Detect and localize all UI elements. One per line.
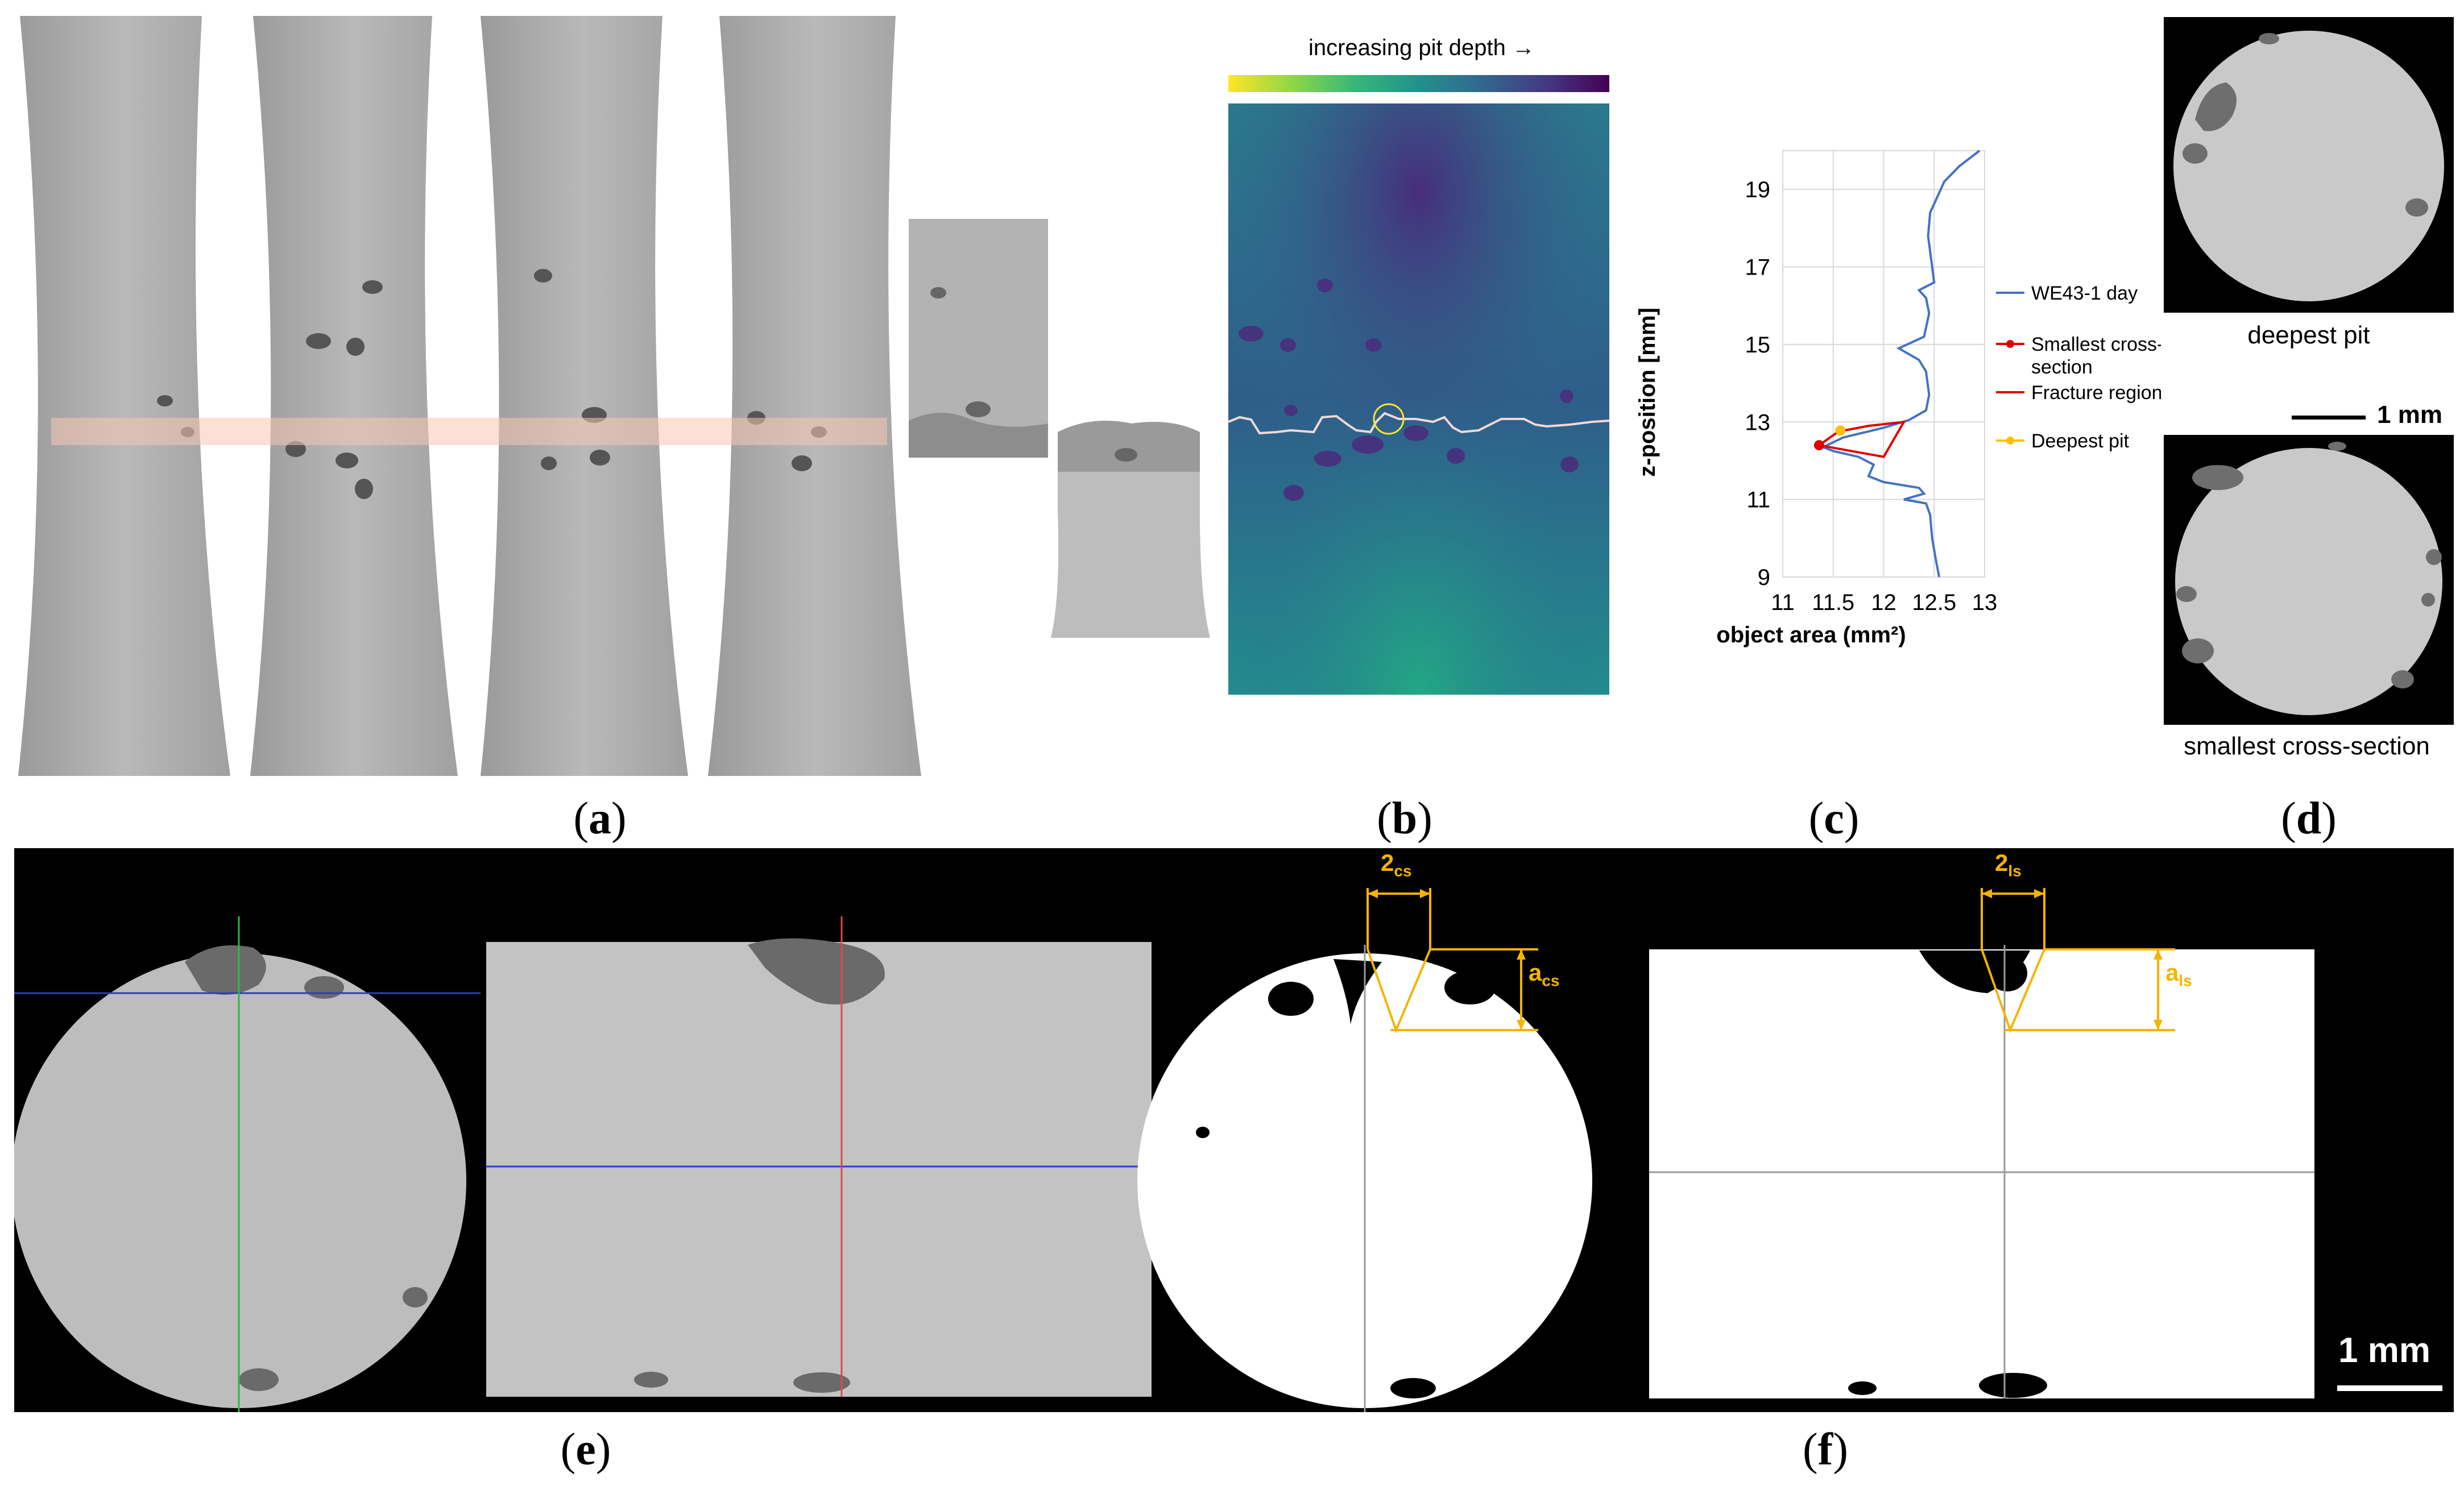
ls-depth-label: als bbox=[2165, 959, 2192, 990]
legend-label-3: Deepest pit bbox=[2031, 430, 2130, 452]
scale-label-f: 1 mm bbox=[2338, 1331, 2430, 1370]
scale-bar-f bbox=[2337, 1385, 2442, 1391]
panel-ef-graphics bbox=[11, 888, 2442, 1412]
specimen-pits bbox=[157, 269, 827, 499]
y-tick-label: 17 bbox=[1745, 255, 1771, 280]
caption-e: (e) bbox=[560, 1425, 611, 1475]
specimen-4 bbox=[708, 16, 921, 776]
caption-c: (c) bbox=[1808, 794, 1860, 844]
pit-spots bbox=[1239, 279, 1579, 501]
chart-grid bbox=[1782, 150, 1985, 578]
smallest-cross-section-image bbox=[2164, 435, 2454, 725]
y-tick-label: 15 bbox=[1745, 333, 1771, 358]
specimen-2 bbox=[250, 16, 458, 776]
specimen-1 bbox=[18, 16, 230, 776]
caption-f: (f) bbox=[1803, 1425, 1848, 1475]
panel-b: increasing pit depth → bbox=[1223, 0, 1621, 796]
series-point-3 bbox=[1835, 425, 1846, 436]
x-tick-label: 12.5 bbox=[1912, 590, 1956, 615]
fracture-band bbox=[51, 418, 887, 445]
scale-bar-d bbox=[2292, 416, 2366, 420]
legend-label-2: Fracture region bbox=[2031, 382, 2161, 404]
chart-x-ticks: 11 11.5 12 12.5 13 bbox=[1771, 590, 1997, 615]
cs-depth-label: acs bbox=[1529, 959, 1560, 990]
chart-x-label: object area (mm²) bbox=[1716, 622, 1906, 647]
pit-depth-map bbox=[1228, 103, 1609, 695]
fractured-upper-piece bbox=[909, 219, 1048, 458]
panel-d: deepest pit 1 mm smallest cross-section bbox=[2150, 0, 2464, 796]
fracture-line bbox=[1228, 412, 1609, 435]
ls-width-label: 2ls bbox=[1995, 849, 2022, 880]
chart-series bbox=[1813, 150, 1981, 578]
x-tick-label: 12 bbox=[1871, 590, 1896, 615]
panel-e-cross-section bbox=[11, 916, 481, 1412]
cs-width-label: 2cs bbox=[1381, 849, 1412, 880]
panel-a bbox=[0, 0, 1223, 796]
smallest-cross-section-label: smallest cross-section bbox=[2184, 732, 2430, 760]
legend-label-1: Smallest cross-section bbox=[2031, 334, 2161, 378]
smallest-cross-section bbox=[2175, 442, 2442, 715]
chart-y-ticks: 9 11 13 15 17 19 bbox=[1745, 177, 1771, 590]
series-line-2 bbox=[1818, 420, 1906, 458]
caption-a: (a) bbox=[573, 794, 627, 844]
panel-f-binary-longitudinal-section bbox=[1649, 945, 2314, 1398]
deepest-pit-label: deepest pit bbox=[2247, 321, 2370, 349]
colorbar bbox=[1228, 75, 1609, 92]
legend-marker-3 bbox=[2006, 437, 2014, 445]
panel-ef-strip: 2cs acs 2ls als 1 mm bbox=[11, 848, 2454, 1412]
panel-c: 9 11 13 15 17 19 11 11.5 12 12.5 13 object area (… bbox=[1621, 114, 2161, 682]
scale-label-d: 1 mm bbox=[2377, 401, 2442, 429]
legend-label-0: WE43-1 day bbox=[2031, 283, 2138, 304]
chart-legend: WE43-1 day Smallest cross-section Fracture… bbox=[1996, 283, 2161, 452]
deepest-pit-cross-section bbox=[2173, 31, 2444, 301]
x-tick-label: 13 bbox=[1972, 590, 1998, 615]
y-tick-label: 11 bbox=[1746, 488, 1770, 513]
y-tick-label: 19 bbox=[1745, 177, 1771, 202]
deepest-pit-marker bbox=[1373, 403, 1405, 435]
legend-marker-1 bbox=[2006, 340, 2014, 348]
chart-y-label: z-position [mm] bbox=[1635, 308, 1660, 477]
deepest-pit-image bbox=[2164, 17, 2454, 313]
panel-f-cs-annotations bbox=[1366, 888, 1538, 1033]
y-tick-label: 9 bbox=[1758, 565, 1770, 590]
caption-b: (b) bbox=[1377, 794, 1432, 844]
panel-a-specimens bbox=[18, 16, 1210, 776]
colorbar-label: increasing pit depth → bbox=[1308, 35, 1535, 60]
specimen-3 bbox=[481, 16, 688, 776]
y-tick-label: 13 bbox=[1745, 410, 1771, 435]
x-tick-label: 11 bbox=[1771, 590, 1795, 615]
panel-e-longitudinal-section bbox=[486, 916, 1152, 1397]
series-line-0 bbox=[1820, 150, 1981, 578]
panel-f-ls-annotations bbox=[1981, 888, 2175, 1033]
panel-f-binary-cross-section bbox=[1137, 945, 1592, 1412]
x-tick-label: 11.5 bbox=[1812, 590, 1854, 615]
fractured-lower-piece bbox=[1051, 421, 1210, 638]
caption-d: (d) bbox=[2281, 794, 2337, 844]
